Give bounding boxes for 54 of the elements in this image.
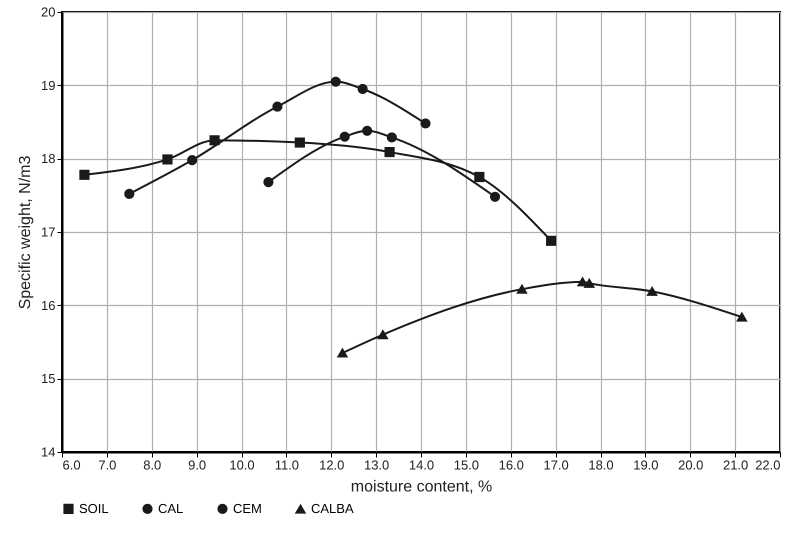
point: [358, 84, 368, 94]
x-tick-label: 10.0: [229, 458, 255, 472]
point: [263, 177, 274, 188]
legend-label: CEM: [233, 500, 262, 516]
x-tick-label: 15.0: [454, 458, 480, 472]
point: [187, 155, 198, 166]
x-tick-label: 19.0: [633, 458, 659, 472]
x-tick-label: 18.0: [588, 458, 614, 472]
point: [294, 137, 305, 148]
x-tick-label: 20.0: [678, 458, 704, 472]
point: [490, 192, 500, 202]
point: [647, 286, 658, 296]
point: [79, 170, 90, 180]
y-tick-label: 20: [41, 4, 56, 20]
x-tick-label: 9.0: [188, 458, 206, 472]
x-tick-label: 21.0: [722, 458, 748, 472]
x-tick-label: 8.0: [143, 458, 162, 472]
point: [736, 312, 747, 322]
point: [340, 132, 350, 142]
legend-label: CALBA: [311, 501, 354, 516]
point: [420, 118, 431, 129]
y-tick-label: 14: [41, 444, 56, 460]
point: [330, 76, 341, 87]
y-tick-label: 19: [41, 78, 56, 93]
x-tick-label: 6.0: [62, 458, 81, 472]
point: [474, 172, 484, 182]
x-tick-label: 12.0: [319, 458, 344, 472]
point: [337, 348, 348, 358]
x-tick-label: 7.0: [98, 458, 116, 472]
x-tick-label: 13.0: [364, 458, 390, 472]
x-tick-label: 16.0: [498, 458, 524, 472]
point: [546, 236, 556, 246]
x-tick-label: 11.0: [274, 458, 300, 472]
y-tick-label: 15: [41, 371, 56, 386]
legend-label: CAL: [158, 500, 184, 516]
x-axis-title: moisture content, %: [350, 478, 492, 496]
point: [362, 126, 372, 136]
point: [209, 135, 220, 146]
y-tick-label: 17: [41, 224, 56, 240]
point: [272, 102, 282, 112]
point: [162, 154, 173, 164]
point: [384, 146, 395, 158]
y-tick-label: 18: [41, 151, 56, 166]
y-tick-label: 16: [41, 298, 56, 313]
point: [124, 188, 134, 199]
x-tick-label: 14.0: [408, 458, 434, 472]
point: [386, 132, 397, 142]
point: [516, 284, 528, 294]
x-tick-label: 22.0: [755, 458, 780, 472]
x-tick-label: 17.0: [543, 458, 569, 472]
point: [378, 330, 388, 340]
point: [584, 278, 594, 288]
y-axis-title: Specific weight, N/m3: [17, 155, 34, 310]
legend-label: SOIL: [79, 500, 109, 516]
